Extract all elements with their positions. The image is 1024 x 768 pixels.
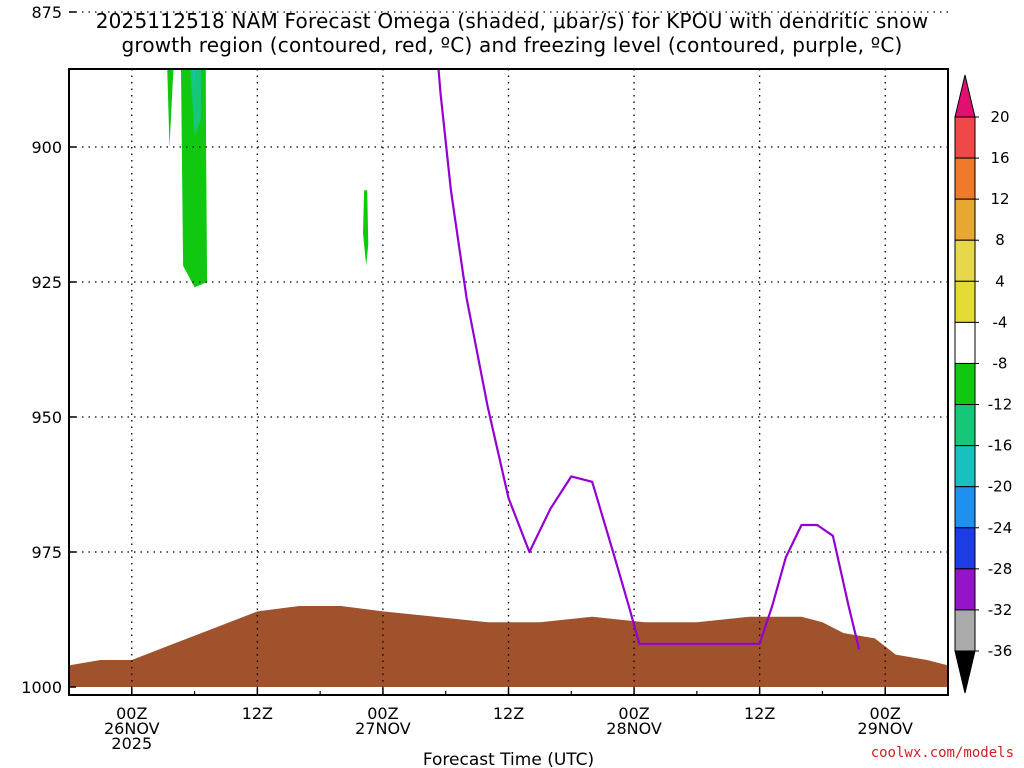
omega-4-to-8-green-region-1 [167, 69, 174, 147]
colorbar-swatch-4 [954, 239, 976, 282]
omega-shading-layer [69, 69, 948, 687]
colorbar-bottom-arrow [954, 650, 976, 694]
omega-12-to-16-cyan-region-1 [192, 69, 195, 93]
y-tick-label-875: 875 [31, 3, 62, 22]
chart-title-line2: growth region (contoured, red, ºC) and f… [121, 33, 903, 57]
colorbar-label-5: 4 [995, 272, 1005, 290]
x-axis-title: Forecast Time (UTC) [423, 750, 594, 768]
x-tick-label-42-1: 12Z [493, 704, 524, 723]
colorbar-label-3: 12 [990, 190, 1009, 208]
colorbar-swatch-13 [954, 609, 976, 652]
x-tick-label-6-3: 2025 [111, 734, 152, 753]
contour-lines-layer: -12-180 [437, 69, 861, 650]
colorbar-swatch-8 [954, 404, 976, 447]
colorbar-label-9: -16 [988, 437, 1013, 455]
y-tick-label-1000: 1000 [21, 678, 62, 697]
x-tick-label-18-1: 12Z [242, 704, 273, 723]
colorbar-top-arrow [954, 74, 976, 118]
site-credit: coolwx.com/models [870, 745, 1014, 761]
colorbar-label-11: -24 [988, 519, 1013, 537]
colorbar-swatch-11 [954, 527, 976, 570]
0c-freezing-level-line [437, 69, 861, 650]
colorbar-label-6: -4 [993, 313, 1008, 331]
x-tick-label-54-2: 28NOV [606, 719, 662, 738]
colorbar-label-1: 20 [990, 108, 1009, 126]
colorbar-label-2: 16 [990, 149, 1009, 167]
x-tick-label-78-2: 29NOV [857, 719, 913, 738]
y-tick-label-950: 950 [31, 408, 62, 427]
colorbar-swatch-5 [954, 280, 976, 323]
colorbar-swatch-1 [954, 116, 976, 159]
colorbar-label-12: -28 [988, 560, 1013, 578]
y-tick-label-975: 975 [31, 543, 62, 562]
y-tick-label-925: 925 [31, 273, 62, 292]
colorbar-swatch-3 [954, 198, 976, 241]
colorbar-label-13: -32 [988, 601, 1013, 619]
omega-4-to-8-green-region-3 [180, 69, 208, 288]
x-tick-label-66-1: 12Z [744, 704, 775, 723]
colorbar: 20 16 12 8 4 -4 -8 -12 -16 -20 -24 -28 -32 -36 [954, 74, 1013, 694]
colorbar-swatch-6 [954, 321, 976, 364]
colorbar-label-7: -8 [993, 354, 1008, 372]
gridlines-layer [69, 11, 948, 695]
x-tick-label-30-1: 00Z [367, 704, 398, 723]
colorbar-swatch-2 [954, 157, 976, 200]
y-tick-label-900: 900 [31, 138, 62, 157]
colorbar-swatch-9 [954, 445, 976, 488]
chart-title-line1: 2025112518 NAM Forecast Omega (shaded, μ… [95, 9, 929, 33]
omega-8-to-12-sea-green-region-2 [190, 69, 202, 137]
colorbar-label-10: -20 [988, 478, 1013, 496]
x-tick-label-54-1: 00Z [618, 704, 649, 723]
terrain-region-1 [69, 606, 948, 687]
colorbar-label-8: -12 [988, 396, 1013, 414]
omega-4-to-8-green-region-5 [363, 190, 369, 266]
x-tick-label-78-1: 00Z [870, 704, 901, 723]
axes-layer: 5255505756006256506757007257507758008258… [21, 3, 949, 768]
x-tick-label-6-1: 00Z [116, 704, 147, 723]
colorbar-swatch-7 [954, 362, 976, 406]
colorbar-label-4: 8 [995, 231, 1005, 249]
colorbar-label-14: -36 [988, 642, 1013, 660]
colorbar-swatch-10 [954, 486, 976, 529]
x-tick-label-6-2: 26NOV [104, 719, 160, 738]
colorbar-swatch-12 [954, 568, 976, 611]
x-tick-label-30-2: 27NOV [355, 719, 411, 738]
